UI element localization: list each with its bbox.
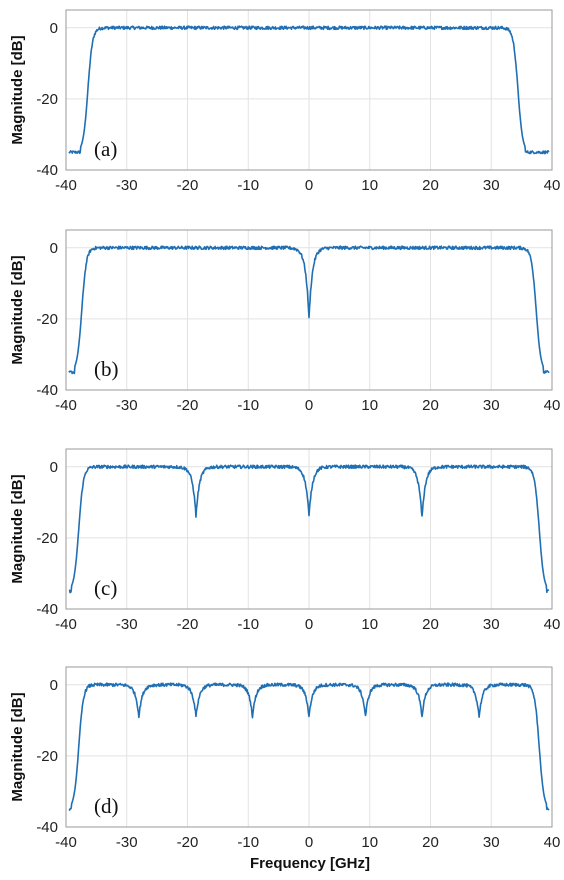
x-tick-label: -30: [116, 834, 138, 851]
x-tick-label: 0: [305, 834, 313, 851]
x-tick-label: 20: [422, 616, 439, 633]
y-tick-label: 0: [50, 20, 58, 37]
panel-b: -40 -30 -20 -10 0 10 20 30 40 0 -20 -40 Magnitude [d…: [9, 229, 561, 414]
x-tick-label: 30: [483, 397, 500, 414]
y-tick-label: -20: [36, 91, 58, 108]
x-tick-label: 40: [544, 834, 561, 851]
panel-a: -40 -30 -20 -10 0 10 20 30 40 0 -20 -40 Magnitude [d…: [9, 9, 561, 194]
x-tick-label: 30: [483, 616, 500, 633]
x-tick-label: 10: [361, 616, 378, 633]
y-axis-label: Magnitude [dB]: [9, 255, 26, 364]
x-tick-label: 0: [305, 616, 313, 633]
x-tick-label: 20: [422, 397, 439, 414]
panel-label: (d): [94, 794, 119, 818]
x-tick-label: -40: [55, 616, 77, 633]
y-tick-label: -20: [36, 311, 58, 328]
x-tick-label: -10: [237, 834, 259, 851]
x-tick-label: -40: [55, 177, 77, 194]
panel-d: -40 -30 -20 -10 0 10 20 30 40 0 -20 -40 Magnitude [d…: [9, 666, 561, 851]
x-tick-label: 30: [483, 834, 500, 851]
y-tick-label: -20: [36, 748, 58, 765]
y-axis-label: Magnitude [dB]: [9, 692, 26, 801]
x-tick-label: -30: [116, 397, 138, 414]
y-tick-label: -40: [36, 162, 58, 179]
x-tick-label: -20: [177, 616, 199, 633]
x-tick-label: -20: [177, 834, 199, 851]
plot-frame: [65, 666, 553, 828]
y-tick-label: 0: [50, 459, 58, 476]
x-tick-label: 40: [544, 177, 561, 194]
x-tick-label: 20: [422, 177, 439, 194]
x-tick-label: 10: [361, 397, 378, 414]
x-axis-label: Frequency [GHz]: [250, 855, 370, 872]
x-tick-label: 0: [305, 397, 313, 414]
series-line: [68, 245, 550, 375]
x-tick-label: -10: [237, 616, 259, 633]
x-tick-label: -10: [237, 397, 259, 414]
y-tick-label: 0: [50, 240, 58, 257]
x-tick-label: -10: [237, 177, 259, 194]
series-line: [68, 25, 550, 155]
x-tick-label: 10: [361, 834, 378, 851]
x-tick-label: -40: [55, 397, 77, 414]
x-tick-label: 30: [483, 177, 500, 194]
panel-label: (a): [94, 137, 117, 161]
x-tick-label: 0: [305, 177, 313, 194]
panel-label: (b): [94, 357, 119, 381]
y-tick-label: -20: [36, 530, 58, 547]
plot-frame: [65, 9, 553, 171]
x-tick-label: 40: [544, 397, 561, 414]
plot-frame: [65, 448, 553, 610]
x-tick-label: 10: [361, 177, 378, 194]
series-line: [68, 682, 550, 812]
plot-frame: [65, 229, 553, 391]
y-tick-label: 0: [50, 677, 58, 694]
y-tick-label: -40: [36, 382, 58, 399]
x-tick-label: 40: [544, 616, 561, 633]
x-tick-label: -20: [177, 177, 199, 194]
x-tick-label: -30: [116, 177, 138, 194]
y-axis-label: Magnitude [dB]: [9, 474, 26, 583]
panel-c: -40 -30 -20 -10 0 10 20 30 40 0 -20 -40 Magnitude [d…: [9, 448, 561, 633]
x-tick-label: -30: [116, 616, 138, 633]
y-axis-label: Magnitude [dB]: [9, 35, 26, 144]
x-tick-label: -40: [55, 834, 77, 851]
x-tick-label: -20: [177, 397, 199, 414]
y-tick-label: -40: [36, 601, 58, 618]
series-line: [68, 464, 550, 594]
x-tick-label: 20: [422, 834, 439, 851]
y-tick-label: -40: [36, 819, 58, 836]
panel-label: (c): [94, 576, 117, 600]
